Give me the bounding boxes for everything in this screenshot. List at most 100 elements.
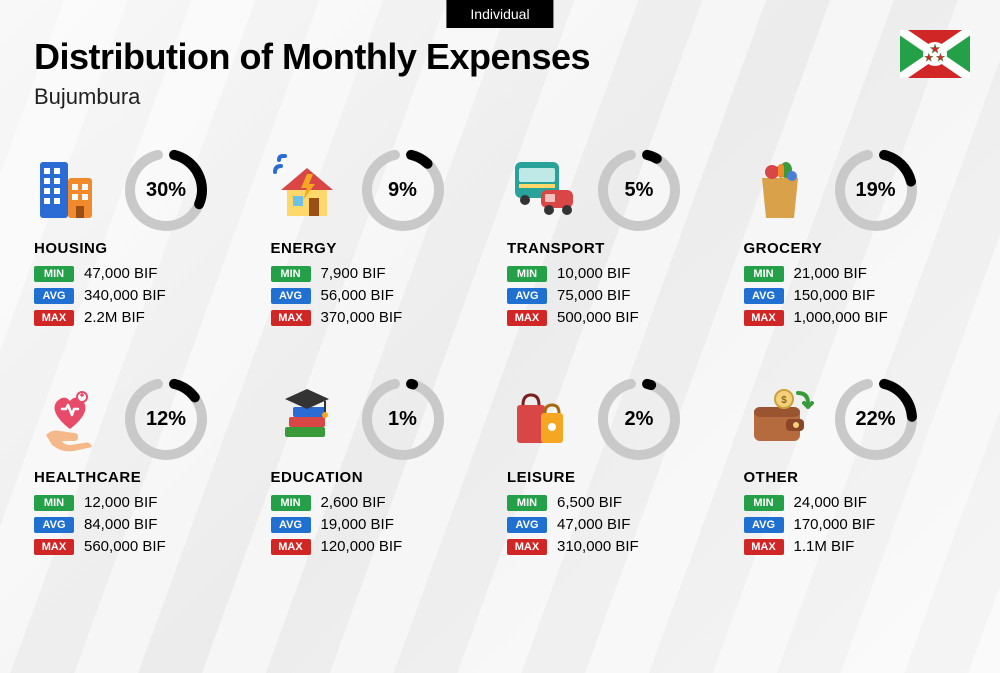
page-subtitle: Bujumbura <box>34 84 590 110</box>
percent-donut: 19% <box>834 148 918 232</box>
percent-value: 9% <box>361 148 445 232</box>
stat-min: MIN 7,900 BIF <box>271 265 498 282</box>
max-tag: MAX <box>507 539 547 555</box>
max-value: 370,000 BIF <box>321 309 403 326</box>
avg-tag: AVG <box>744 517 784 533</box>
min-value: 2,600 BIF <box>321 494 386 511</box>
expense-card-other: $ 22% OTHER MIN 24,000 BIF AVG 170,000 B… <box>744 379 971 560</box>
buildings-icon <box>34 154 106 226</box>
min-value: 12,000 BIF <box>84 494 157 511</box>
avg-value: 47,000 BIF <box>557 516 630 533</box>
heart-hand-icon <box>34 383 106 455</box>
min-tag: MIN <box>507 266 547 282</box>
avg-value: 340,000 BIF <box>84 287 166 304</box>
wallet-icon: $ <box>744 383 816 455</box>
stat-max: MAX 2.2M BIF <box>34 309 261 326</box>
percent-value: 19% <box>834 148 918 232</box>
min-value: 24,000 BIF <box>794 494 867 511</box>
stat-min: MIN 21,000 BIF <box>744 265 971 282</box>
expense-card-education: 1% EDUCATION MIN 2,600 BIF AVG 19,000 BI… <box>271 379 498 560</box>
min-tag: MIN <box>271 495 311 511</box>
svg-text:$: $ <box>781 395 787 406</box>
category-name: HEALTHCARE <box>34 469 261 486</box>
max-value: 560,000 BIF <box>84 538 166 555</box>
category-name: EDUCATION <box>271 469 498 486</box>
min-value: 7,900 BIF <box>321 265 386 282</box>
max-tag: MAX <box>34 310 74 326</box>
percent-donut: 30% <box>124 148 208 232</box>
max-value: 2.2M BIF <box>84 309 145 326</box>
category-name: GROCERY <box>744 240 971 257</box>
category-name: TRANSPORT <box>507 240 734 257</box>
stat-avg: AVG 75,000 BIF <box>507 287 734 304</box>
stat-avg: AVG 56,000 BIF <box>271 287 498 304</box>
stat-min: MIN 6,500 BIF <box>507 494 734 511</box>
avg-value: 170,000 BIF <box>794 516 876 533</box>
grocery-bag-icon <box>744 154 816 226</box>
min-value: 47,000 BIF <box>84 265 157 282</box>
expense-card-healthcare: 12% HEALTHCARE MIN 12,000 BIF AVG 84,000… <box>34 379 261 560</box>
stat-max: MAX 1,000,000 BIF <box>744 309 971 326</box>
stat-max: MAX 560,000 BIF <box>34 538 261 555</box>
min-value: 6,500 BIF <box>557 494 622 511</box>
stat-max: MAX 370,000 BIF <box>271 309 498 326</box>
category-name: ENERGY <box>271 240 498 257</box>
min-tag: MIN <box>744 495 784 511</box>
max-tag: MAX <box>507 310 547 326</box>
category-name: OTHER <box>744 469 971 486</box>
expense-card-leisure: 2% LEISURE MIN 6,500 BIF AVG 47,000 BIF … <box>507 379 734 560</box>
books-cap-icon <box>271 383 343 455</box>
percent-donut: 12% <box>124 377 208 461</box>
max-value: 500,000 BIF <box>557 309 639 326</box>
expense-card-energy: 9% ENERGY MIN 7,900 BIF AVG 56,000 BIF M… <box>271 150 498 331</box>
page-title: Distribution of Monthly Expenses <box>34 36 590 78</box>
stat-avg: AVG 170,000 BIF <box>744 516 971 533</box>
stat-avg: AVG 340,000 BIF <box>34 287 261 304</box>
min-tag: MIN <box>271 266 311 282</box>
avg-tag: AVG <box>507 517 547 533</box>
max-tag: MAX <box>271 310 311 326</box>
percent-value: 12% <box>124 377 208 461</box>
avg-tag: AVG <box>34 288 74 304</box>
stat-min: MIN 10,000 BIF <box>507 265 734 282</box>
bus-car-icon <box>507 154 579 226</box>
min-value: 21,000 BIF <box>794 265 867 282</box>
avg-tag: AVG <box>507 288 547 304</box>
min-tag: MIN <box>34 495 74 511</box>
percent-value: 1% <box>361 377 445 461</box>
stat-max: MAX 500,000 BIF <box>507 309 734 326</box>
stat-min: MIN 12,000 BIF <box>34 494 261 511</box>
max-tag: MAX <box>271 539 311 555</box>
stat-avg: AVG 47,000 BIF <box>507 516 734 533</box>
percent-donut: 1% <box>361 377 445 461</box>
stat-avg: AVG 150,000 BIF <box>744 287 971 304</box>
avg-tag: AVG <box>34 517 74 533</box>
expense-grid: 30% HOUSING MIN 47,000 BIF AVG 340,000 B… <box>34 150 970 560</box>
avg-value: 150,000 BIF <box>794 287 876 304</box>
shopping-bags-icon <box>507 383 579 455</box>
percent-donut: 2% <box>597 377 681 461</box>
max-tag: MAX <box>744 539 784 555</box>
stat-max: MAX 120,000 BIF <box>271 538 498 555</box>
min-tag: MIN <box>34 266 74 282</box>
min-value: 10,000 BIF <box>557 265 630 282</box>
max-value: 1,000,000 BIF <box>794 309 888 326</box>
percent-value: 22% <box>834 377 918 461</box>
max-value: 120,000 BIF <box>321 538 403 555</box>
category-name: HOUSING <box>34 240 261 257</box>
stat-max: MAX 310,000 BIF <box>507 538 734 555</box>
stat-min: MIN 24,000 BIF <box>744 494 971 511</box>
expense-card-transport: 5% TRANSPORT MIN 10,000 BIF AVG 75,000 B… <box>507 150 734 331</box>
max-value: 310,000 BIF <box>557 538 639 555</box>
percent-value: 2% <box>597 377 681 461</box>
percent-donut: 5% <box>597 148 681 232</box>
min-tag: MIN <box>507 495 547 511</box>
percent-donut: 9% <box>361 148 445 232</box>
avg-value: 19,000 BIF <box>321 516 394 533</box>
avg-value: 75,000 BIF <box>557 287 630 304</box>
category-name: LEISURE <box>507 469 734 486</box>
max-value: 1.1M BIF <box>794 538 855 555</box>
max-tag: MAX <box>744 310 784 326</box>
house-energy-icon <box>271 154 343 226</box>
top-badge: Individual <box>446 0 553 28</box>
